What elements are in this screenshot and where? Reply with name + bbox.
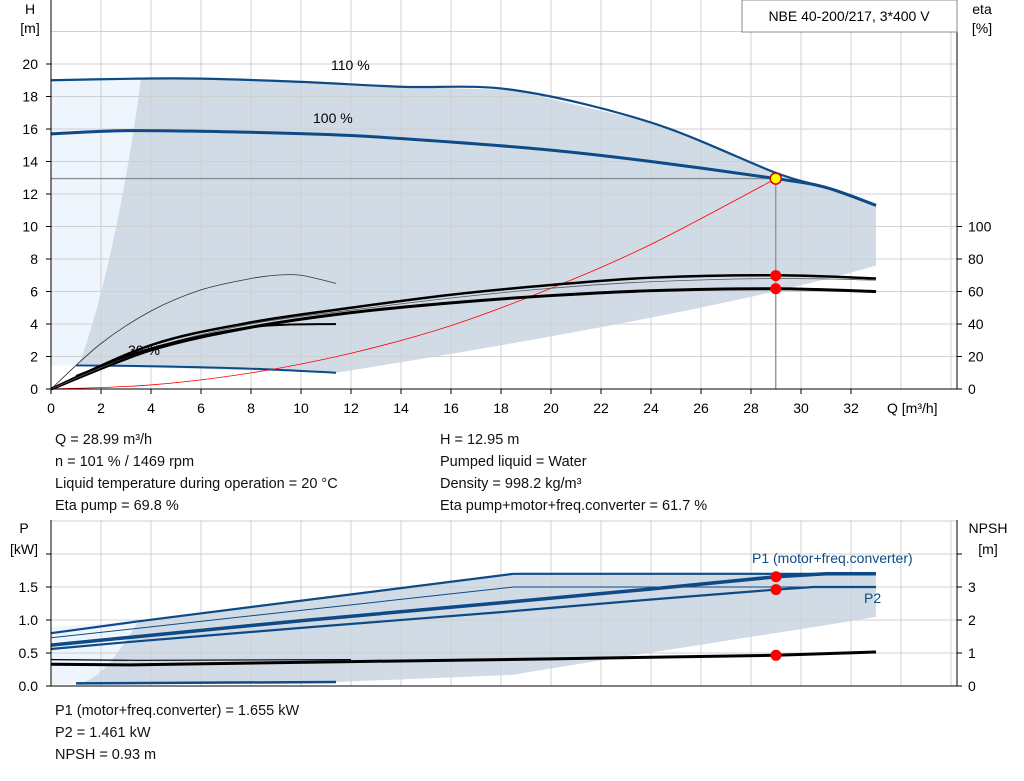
operating-point bbox=[769, 172, 782, 185]
info-p1: P1 (motor+freq.converter) = 1.655 kW bbox=[55, 703, 300, 719]
p-tick-label: 0.0 bbox=[19, 678, 39, 694]
y-axis-label: H bbox=[25, 1, 35, 17]
info-density: Density = 998.2 kg/m³ bbox=[440, 476, 582, 492]
info-bottom: P1 (motor+freq.converter) = 1.655 kW P2 … bbox=[55, 700, 299, 766]
eta-curve-thin bbox=[50, 278, 877, 390]
eta-curve-low bbox=[75, 323, 337, 377]
p-tick-label: 1.5 bbox=[19, 579, 39, 595]
npsh-axis-label: NPSH bbox=[969, 520, 1008, 536]
y-tick-label: 12 bbox=[22, 186, 38, 202]
x-tick-label: 16 bbox=[443, 400, 459, 416]
y2-tick-label: 0 bbox=[968, 381, 976, 397]
p2-point bbox=[770, 584, 782, 596]
y-axis-unit: [m] bbox=[20, 20, 39, 36]
p1-point bbox=[770, 571, 782, 583]
x-tick-label: 2 bbox=[97, 400, 105, 416]
info-liquid: Pumped liquid = Water bbox=[440, 454, 587, 470]
title-text: NBE 40-200/217, 3*400 V bbox=[768, 8, 930, 24]
p2-curve-110 bbox=[50, 586, 876, 639]
x-tick-label: 8 bbox=[247, 400, 255, 416]
npsh-axis-unit: [m] bbox=[978, 541, 997, 557]
info-right: H = 12.95 m Pumped liquid = Water Densit… bbox=[440, 429, 707, 517]
y2-axis-label: eta bbox=[972, 1, 992, 17]
y-tick-label: 14 bbox=[22, 154, 38, 170]
label-30: 30 % bbox=[128, 342, 160, 358]
label-110: 110 % bbox=[331, 57, 370, 73]
y-tick-label: 6 bbox=[30, 284, 38, 300]
x-tick-label: 10 bbox=[293, 400, 309, 416]
npsh-tick-label: 3 bbox=[968, 579, 976, 595]
y-tick-label: 16 bbox=[22, 121, 38, 137]
x-axis-label: Q [m³/h] bbox=[887, 400, 938, 416]
p-tick-label: 1.0 bbox=[19, 612, 39, 628]
system-curve bbox=[50, 178, 777, 390]
p2-label: P2 bbox=[864, 590, 881, 606]
p-tick-label: 0.5 bbox=[19, 645, 39, 661]
x-tick-label: 24 bbox=[643, 400, 659, 416]
info-q: Q = 28.99 m³/h bbox=[55, 432, 153, 448]
y-tick-label: 20 bbox=[22, 56, 38, 72]
x-tick-label: 32 bbox=[843, 400, 859, 416]
y2-tick-label: 20 bbox=[968, 349, 984, 365]
y-tick-label: 8 bbox=[30, 251, 38, 267]
npsh-tick-label: 1 bbox=[968, 645, 976, 661]
eta-pump-curve bbox=[50, 273, 877, 391]
info-n: n = 101 % / 1469 rpm bbox=[55, 454, 195, 470]
operating-region-power bbox=[76, 573, 876, 685]
info-npsh: NPSH = 0.93 m bbox=[55, 747, 157, 763]
x-tick-label: 4 bbox=[147, 400, 155, 416]
p-curve-low bbox=[75, 680, 337, 685]
x-tick-label: 26 bbox=[693, 400, 709, 416]
eta-pump-point bbox=[770, 270, 782, 282]
y-tick-label: 18 bbox=[22, 89, 38, 105]
x-tick-label: 6 bbox=[197, 400, 205, 416]
info-eta-pump: Eta pump = 69.8 % bbox=[55, 498, 179, 514]
x-tick-label: 18 bbox=[493, 400, 509, 416]
title-box bbox=[741, 0, 958, 33]
eta-total-point bbox=[770, 283, 782, 295]
eta-total-curve bbox=[50, 287, 877, 391]
info-temp: Liquid temperature during operation = 20… bbox=[55, 476, 338, 492]
operating-region bbox=[78, 78, 876, 373]
y2-tick-label: 80 bbox=[968, 251, 984, 267]
info-left: Q = 28.99 m³/h n = 101 % / 1469 rpm Liqu… bbox=[55, 429, 338, 517]
light-region bbox=[51, 78, 141, 366]
npsh-point bbox=[770, 649, 782, 661]
x-tick-label: 28 bbox=[743, 400, 759, 416]
p-axis-unit: [kW] bbox=[10, 541, 38, 557]
info-p2: P2 = 1.461 kW bbox=[55, 725, 151, 741]
eta-curve-30 bbox=[50, 274, 337, 390]
y-tick-label: 10 bbox=[22, 219, 38, 235]
p1-label: P1 (motor+freq.converter) bbox=[752, 550, 913, 566]
npsh-curve bbox=[50, 650, 877, 667]
p1-curve-110 bbox=[50, 572, 876, 635]
y2-tick-label: 40 bbox=[968, 316, 984, 332]
info-eta-total: Eta pump+motor+freq.converter = 61.7 % bbox=[440, 498, 708, 514]
y-tick-label: 2 bbox=[30, 349, 38, 365]
npsh-tick-label: 2 bbox=[968, 612, 976, 628]
x-tick-label: 0 bbox=[47, 400, 55, 416]
npsh-tick-label: 0 bbox=[968, 678, 976, 694]
y-tick-label: 0 bbox=[30, 381, 38, 397]
y2-tick-label: 60 bbox=[968, 284, 984, 300]
y-tick-label: 4 bbox=[30, 316, 38, 332]
x-tick-label: 12 bbox=[343, 400, 359, 416]
p-axis-label: P bbox=[19, 520, 28, 536]
curve-100 bbox=[50, 129, 877, 207]
npsh-curve-thin bbox=[50, 659, 352, 661]
x-tick-label: 20 bbox=[543, 400, 559, 416]
y2-axis-unit: [%] bbox=[972, 20, 992, 36]
x-tick-label: 14 bbox=[393, 400, 409, 416]
x-tick-label: 22 bbox=[593, 400, 609, 416]
label-100: 100 % bbox=[313, 110, 353, 126]
info-h: H = 12.95 m bbox=[440, 432, 520, 448]
curve-110 bbox=[50, 77, 877, 207]
x-tick-label: 30 bbox=[793, 400, 809, 416]
y2-tick-label: 100 bbox=[968, 219, 992, 235]
